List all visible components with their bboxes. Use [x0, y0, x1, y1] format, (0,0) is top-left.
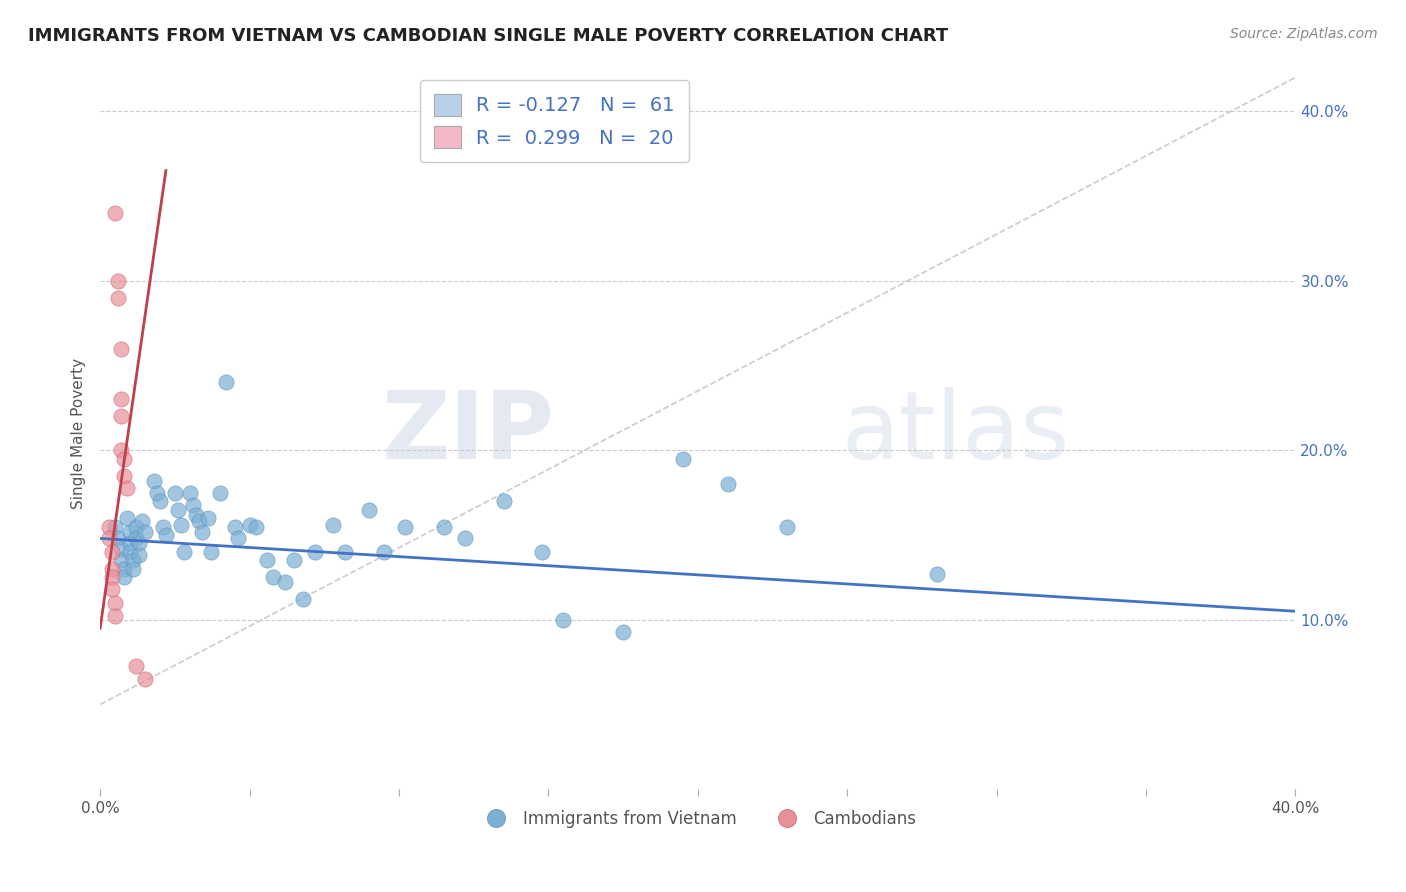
Point — [118, 524, 141, 539]
Point — [107, 532, 129, 546]
Point — [173, 545, 195, 559]
Text: atlas: atlas — [841, 387, 1070, 479]
Point — [128, 536, 150, 550]
Point — [104, 519, 127, 533]
Point — [146, 485, 169, 500]
Point — [110, 553, 132, 567]
Point — [142, 474, 165, 488]
Point — [115, 481, 138, 495]
Point — [612, 624, 634, 639]
Point — [134, 524, 156, 539]
Point — [131, 515, 153, 529]
Point — [110, 392, 132, 407]
Point — [122, 562, 145, 576]
Point — [672, 451, 695, 466]
Point — [245, 519, 267, 533]
Point — [166, 502, 188, 516]
Point — [125, 532, 148, 546]
Point — [238, 517, 260, 532]
Text: Source: ZipAtlas.com: Source: ZipAtlas.com — [1230, 27, 1378, 41]
Point — [181, 498, 204, 512]
Point — [925, 566, 948, 581]
Point — [197, 511, 219, 525]
Point — [125, 658, 148, 673]
Point — [433, 519, 456, 533]
Point — [115, 511, 138, 525]
Point — [101, 562, 124, 576]
Point — [717, 477, 740, 491]
Point — [184, 508, 207, 522]
Point — [224, 519, 246, 533]
Point — [190, 524, 212, 539]
Point — [226, 532, 249, 546]
Y-axis label: Single Male Poverty: Single Male Poverty — [72, 358, 86, 509]
Point — [492, 494, 515, 508]
Point — [373, 545, 395, 559]
Point — [274, 575, 297, 590]
Point — [110, 541, 132, 556]
Point — [107, 291, 129, 305]
Point — [553, 613, 575, 627]
Point — [333, 545, 356, 559]
Point — [262, 570, 284, 584]
Point — [454, 532, 477, 546]
Point — [200, 545, 222, 559]
Point — [394, 519, 416, 533]
Point — [292, 592, 315, 607]
Point — [104, 596, 127, 610]
Point — [101, 545, 124, 559]
Point — [155, 528, 177, 542]
Point — [256, 553, 278, 567]
Text: IMMIGRANTS FROM VIETNAM VS CAMBODIAN SINGLE MALE POVERTY CORRELATION CHART: IMMIGRANTS FROM VIETNAM VS CAMBODIAN SIN… — [28, 27, 949, 45]
Point — [128, 549, 150, 563]
Point — [152, 519, 174, 533]
Point — [107, 274, 129, 288]
Point — [125, 519, 148, 533]
Point — [101, 570, 124, 584]
Point — [134, 672, 156, 686]
Point — [187, 515, 209, 529]
Point — [118, 536, 141, 550]
Point — [208, 485, 231, 500]
Point — [104, 609, 127, 624]
Point — [118, 545, 141, 559]
Point — [110, 342, 132, 356]
Point — [776, 519, 799, 533]
Point — [304, 545, 326, 559]
Point — [214, 376, 236, 390]
Point — [322, 517, 344, 532]
Text: ZIP: ZIP — [381, 387, 554, 479]
Point — [110, 443, 132, 458]
Legend: Immigrants from Vietnam, Cambodians: Immigrants from Vietnam, Cambodians — [472, 803, 922, 834]
Point — [170, 517, 193, 532]
Point — [98, 532, 121, 546]
Point — [122, 553, 145, 567]
Point — [110, 409, 132, 424]
Point — [104, 206, 127, 220]
Point — [112, 562, 135, 576]
Point — [112, 468, 135, 483]
Point — [163, 485, 186, 500]
Point — [531, 545, 554, 559]
Point — [359, 502, 381, 516]
Point — [179, 485, 201, 500]
Point — [101, 582, 124, 597]
Point — [112, 451, 135, 466]
Point — [283, 553, 305, 567]
Point — [112, 570, 135, 584]
Point — [149, 494, 172, 508]
Point — [98, 519, 121, 533]
